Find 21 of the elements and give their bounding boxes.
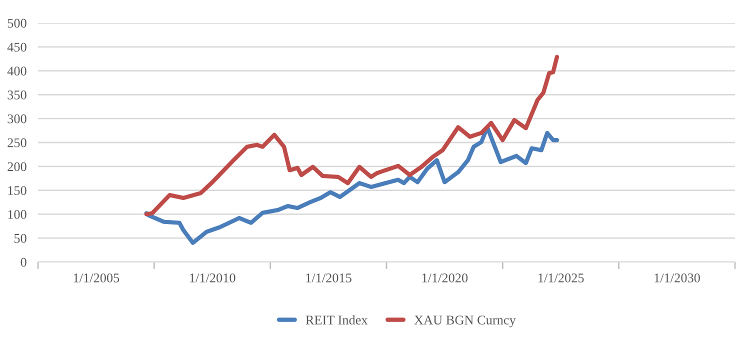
x-tick-label: 1/1/2010	[190, 273, 236, 282]
x-tick-label: 1/1/2020	[422, 273, 468, 282]
y-tick-label: 0	[20, 258, 26, 267]
y-tick-label: 500	[8, 18, 26, 28]
y-tick-label: 150	[8, 186, 26, 196]
y-tick-label: 100	[8, 210, 26, 219]
legend-label: XAU BGN Curncy	[414, 316, 516, 328]
legend-label: REIT Index	[306, 315, 368, 324]
y-tick-label: 50	[14, 234, 26, 243]
x-tick-label: 1/1/2005	[74, 273, 120, 282]
y-tick-label: 250	[8, 138, 26, 148]
y-tick-label: 350	[8, 90, 26, 100]
x-tick-label: 1/1/2030	[654, 273, 700, 282]
line-series	[144, 54, 560, 216]
y-tick-label: 200	[8, 162, 26, 172]
y-tick-label: 450	[7, 42, 26, 52]
line-series	[144, 125, 560, 245]
x-tick-label: 1/1/2015	[306, 273, 352, 282]
y-tick-label: 400	[7, 66, 26, 76]
x-tick-label: 1/1/2025	[538, 273, 584, 282]
y-tick-label: 300	[8, 114, 26, 124]
